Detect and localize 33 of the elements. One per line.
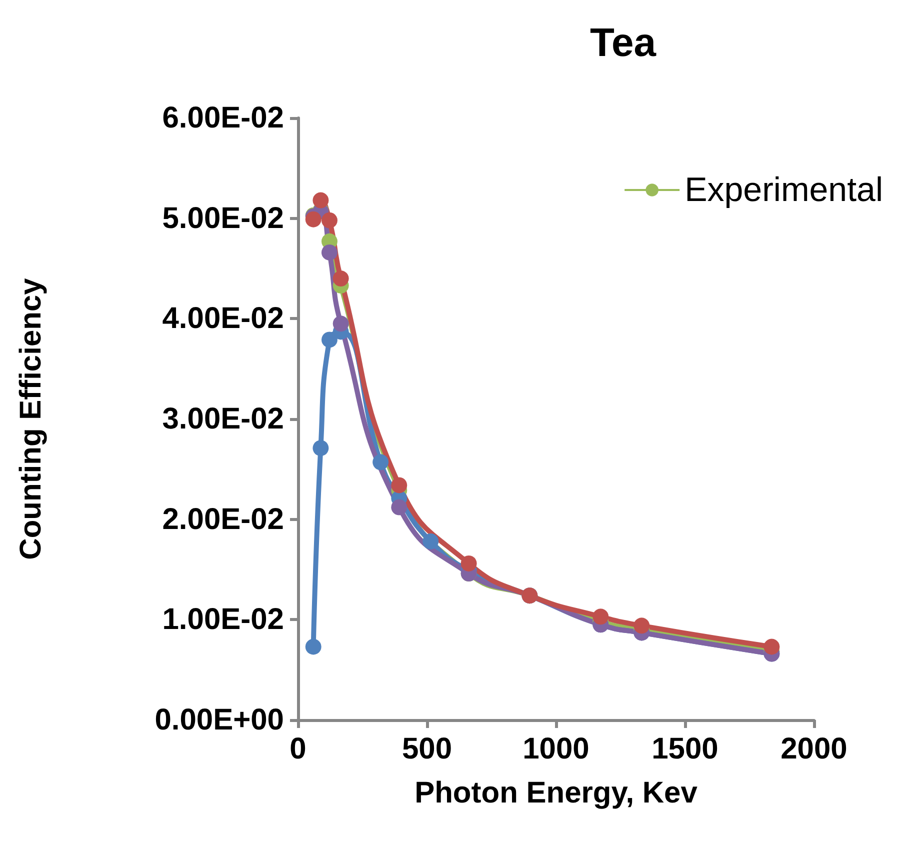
x-axis-title: Photon Energy, Kev bbox=[414, 776, 698, 810]
x-tick-label: 500 bbox=[402, 732, 452, 766]
legend-label: Experimental bbox=[684, 171, 883, 209]
chart-title: Tea bbox=[590, 21, 657, 65]
point bbox=[321, 332, 338, 348]
y-tick-label: 4.00E-02 bbox=[162, 302, 284, 336]
y-tick-label: 5.00E-02 bbox=[162, 202, 284, 235]
y-tick-label: 3.00E-02 bbox=[162, 402, 284, 436]
x-tick-label: 1000 bbox=[522, 732, 590, 766]
point bbox=[422, 533, 439, 550]
point bbox=[312, 440, 329, 456]
point bbox=[634, 618, 650, 634]
y-tick-label: 6.00E-02 bbox=[162, 102, 284, 134]
point bbox=[321, 244, 338, 260]
point bbox=[391, 499, 408, 516]
x-tick-label: 0 bbox=[290, 732, 306, 766]
y-axis-title: Counting Efficiency bbox=[14, 278, 48, 560]
y-tick-label: 0.00E+00 bbox=[154, 704, 284, 736]
point bbox=[460, 555, 477, 572]
x-tick-label: 1500 bbox=[652, 732, 718, 766]
point bbox=[391, 477, 408, 494]
point bbox=[592, 608, 609, 625]
point bbox=[332, 316, 349, 332]
point bbox=[321, 212, 338, 228]
y-tick-label: 2.00E-02 bbox=[162, 502, 284, 536]
y-tick-label: 1.00E-02 bbox=[162, 603, 284, 636]
point bbox=[764, 638, 780, 655]
point bbox=[305, 211, 322, 228]
point bbox=[312, 192, 329, 208]
point bbox=[332, 270, 349, 287]
point bbox=[305, 638, 322, 655]
point bbox=[372, 454, 389, 470]
x-tick-label: 2000 bbox=[780, 732, 848, 766]
